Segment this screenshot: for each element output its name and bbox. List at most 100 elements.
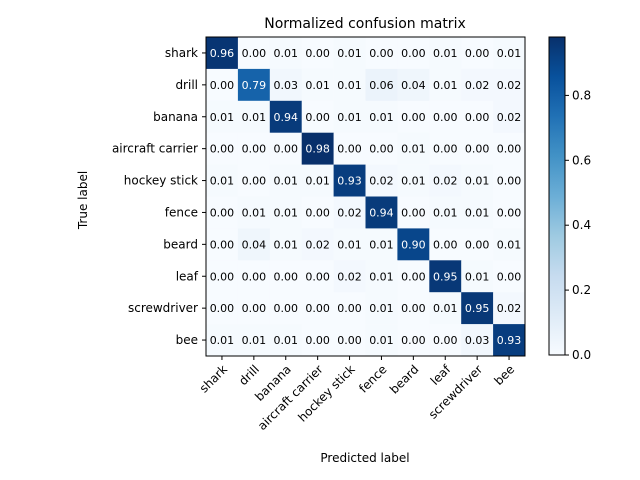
heatmap-cell (333, 68, 366, 102)
cell-value-label: 0.00 (465, 143, 490, 156)
plot-frame (205, 36, 526, 357)
heatmap-cell (365, 68, 398, 102)
heatmap-cell (397, 324, 430, 357)
cell-value-label: 0.01 (274, 47, 299, 60)
heatmap-cell (269, 100, 302, 133)
cell-value-label: 0.02 (305, 238, 330, 251)
cell-value-label: 0.01 (401, 143, 426, 156)
cell-value-label: 0.00 (242, 302, 267, 315)
heatmap-cell (429, 68, 462, 102)
cell-value-label: 0.01 (210, 111, 235, 124)
cell-value-label: 0.00 (305, 334, 330, 347)
cell-value-label: 0.00 (401, 206, 426, 219)
x-tick-label: shark (197, 362, 230, 395)
cell-value-label: 0.00 (242, 47, 267, 60)
heatmap-cell (237, 228, 271, 261)
heatmap-cell (206, 68, 239, 102)
cell-value-label: 0.01 (242, 206, 267, 219)
heatmap-cell (333, 228, 366, 261)
heatmap-cell (429, 292, 462, 325)
cell-value-label: 0.03 (465, 334, 490, 347)
cell-value-label: 0.00 (305, 111, 330, 124)
cell-value-label: 0.02 (369, 175, 394, 188)
heatmap-cell (301, 164, 334, 197)
heatmap-cell (397, 164, 430, 197)
cell-value-label: 0.02 (337, 270, 362, 283)
cell-value-label: 0.00 (433, 111, 458, 124)
y-tick-label: screwdriver (128, 301, 198, 315)
heatmap-cell (237, 164, 271, 197)
heatmap-cell (365, 37, 398, 70)
cell-value-label: 0.79 (242, 79, 267, 92)
cell-value-label: 0.00 (337, 143, 362, 156)
cell-value-label: 0.02 (465, 79, 490, 92)
cell-value-label: 0.02 (497, 111, 522, 124)
cell-value-label: 0.00 (433, 334, 458, 347)
cell-value-label: 0.00 (305, 302, 330, 315)
heatmap-cell (493, 68, 526, 102)
heatmap-cell (206, 164, 239, 197)
heatmap-cell (461, 100, 494, 133)
cell-value-label: 0.01 (274, 206, 299, 219)
heatmap-cell (237, 260, 271, 293)
heatmap-cell (365, 292, 398, 325)
heatmap-cell (269, 132, 302, 165)
heatmap-cell (493, 292, 526, 325)
heatmap-cell (397, 132, 430, 165)
cell-value-label: 0.01 (369, 334, 394, 347)
cell-value-label: 0.95 (465, 302, 490, 315)
y-tick-label: shark (165, 46, 198, 60)
heatmap-cell (461, 132, 494, 165)
x-axis-label: Predicted label (320, 451, 409, 465)
heatmap-cell (493, 100, 526, 133)
y-tick-label: drill (175, 78, 198, 92)
cell-value-label: 0.94 (369, 206, 394, 219)
heatmap-cell (237, 292, 271, 325)
cell-value-label: 0.00 (210, 302, 235, 315)
cell-value-label: 0.00 (210, 143, 235, 156)
cell-value-label: 0.01 (274, 334, 299, 347)
cell-value-label: 0.01 (369, 270, 394, 283)
heatmap-cell (397, 292, 430, 325)
heatmap-cell (429, 164, 462, 197)
cell-value-label: 0.00 (242, 270, 267, 283)
y-tick-label: fence (165, 205, 198, 219)
cell-value-label: 0.00 (497, 270, 522, 283)
heatmap-cell (461, 292, 494, 325)
y-axis-ticks: shark drill banana aircraft carrier hockey s… (112, 46, 206, 347)
cell-value-label: 0.00 (401, 111, 426, 124)
cell-value-label: 0.93 (497, 334, 522, 347)
heatmap-cell (206, 292, 239, 325)
cell-value-label: 0.98 (305, 143, 330, 156)
y-tick-label: beard (163, 237, 198, 251)
cell-value-label: 0.00 (337, 302, 362, 315)
cell-value-label: 0.02 (497, 79, 522, 92)
heatmap-cell (397, 228, 430, 261)
heatmap-cell (493, 164, 526, 197)
cell-value-label: 0.93 (337, 175, 362, 188)
colorbar-tick-label: 0.0 (572, 348, 591, 362)
heatmap-cell (237, 37, 271, 70)
cell-value-label: 0.00 (465, 47, 490, 60)
cell-value-label: 0.96 (210, 47, 235, 60)
x-tick-label: bee (491, 362, 517, 388)
x-tick-label: leaf (428, 362, 454, 388)
cell-value-label: 0.01 (433, 47, 458, 60)
heatmap-cell (269, 292, 302, 325)
cell-value-label: 0.00 (465, 238, 490, 251)
cell-value-label: 0.00 (497, 175, 522, 188)
cell-value-label: 0.01 (465, 270, 490, 283)
y-tick-label: bee (176, 333, 198, 347)
heatmap-cell (237, 324, 271, 357)
cell-value-label: 0.00 (305, 206, 330, 219)
heatmap-cell (461, 196, 494, 229)
colorbar-tick-label: 0.6 (572, 153, 591, 167)
cell-value-label: 0.00 (401, 334, 426, 347)
cell-value-label: 0.01 (337, 79, 362, 92)
heatmap-cell (206, 324, 239, 357)
heatmap-cell (365, 260, 398, 293)
x-tick-label: beard (387, 362, 421, 396)
y-tick-label: leaf (176, 269, 199, 283)
heatmap-cell (397, 196, 430, 229)
